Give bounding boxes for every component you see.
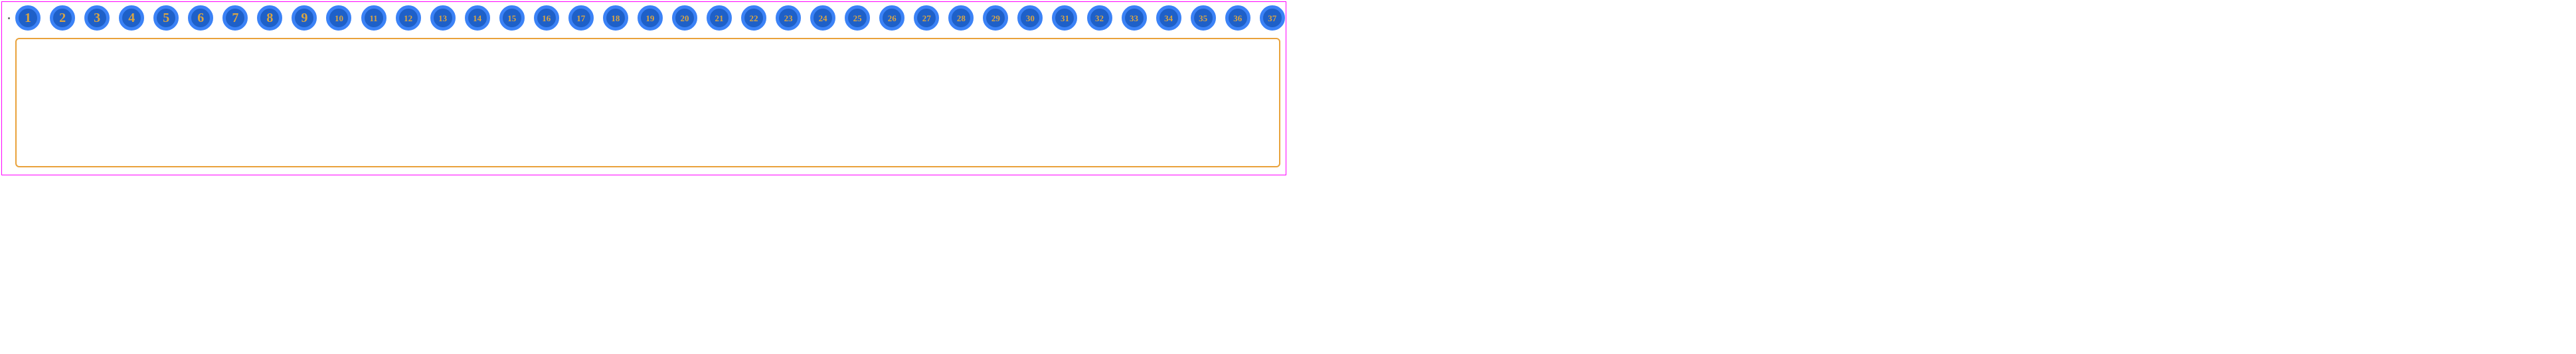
tab-13[interactable]: 13 <box>430 5 456 31</box>
tab-label: 2 <box>59 11 66 25</box>
tab-label: 22 <box>750 14 758 23</box>
tab-26[interactable]: 26 <box>879 5 904 31</box>
tab-label: 11 <box>369 14 377 23</box>
tab-label: 13 <box>438 14 447 23</box>
tab-4[interactable]: 4 <box>119 5 144 31</box>
tab-17[interactable]: 17 <box>568 5 594 31</box>
tab-25[interactable]: 25 <box>845 5 870 31</box>
tab-37[interactable]: 37 <box>1260 5 1285 31</box>
tab-label: 36 <box>1233 14 1242 23</box>
tab-23[interactable]: 23 <box>776 5 801 31</box>
tab-label: 8 <box>266 11 273 25</box>
tab-35[interactable]: 35 <box>1191 5 1216 31</box>
tab-label: 12 <box>404 14 412 23</box>
tab-label: 10 <box>335 14 343 23</box>
tab-27[interactable]: 27 <box>914 5 939 31</box>
tab-label: 26 <box>888 14 897 23</box>
tab-label: 25 <box>853 14 862 23</box>
tab-22[interactable]: 22 <box>741 5 766 31</box>
tab-label: 24 <box>819 14 827 23</box>
tab-label: 34 <box>1164 14 1173 23</box>
tab-2[interactable]: 2 <box>50 5 75 31</box>
tab-label: 17 <box>576 14 585 23</box>
list-bullet-icon <box>8 17 10 19</box>
tab-33[interactable]: 33 <box>1122 5 1147 31</box>
tab-8[interactable]: 8 <box>257 5 282 31</box>
tab-label: 18 <box>611 14 620 23</box>
tab-label: 7 <box>232 11 238 25</box>
tab-20[interactable]: 20 <box>672 5 697 31</box>
tab-label: 27 <box>922 14 931 23</box>
tab-label: 3 <box>94 11 100 25</box>
tab-label: 30 <box>1026 14 1035 23</box>
tab-32[interactable]: 32 <box>1087 5 1112 31</box>
tab-16[interactable]: 16 <box>534 5 559 31</box>
tab-label: 6 <box>197 11 204 25</box>
tab-3[interactable]: 3 <box>84 5 110 31</box>
tab-label: 21 <box>715 14 723 23</box>
tabs-row: 1234567891011121314151617181920212223242… <box>8 5 1283 31</box>
tab-label: 9 <box>301 11 307 25</box>
tab-label: 5 <box>163 11 169 25</box>
outer-container: 1234567891011121314151617181920212223242… <box>1 1 1286 175</box>
tab-21[interactable]: 21 <box>707 5 732 31</box>
tab-11[interactable]: 11 <box>361 5 386 31</box>
tab-label: 19 <box>645 14 654 23</box>
tab-15[interactable]: 15 <box>499 5 525 31</box>
tab-28[interactable]: 28 <box>948 5 974 31</box>
tab-34[interactable]: 34 <box>1156 5 1181 31</box>
tab-9[interactable]: 9 <box>292 5 317 31</box>
tab-label: 16 <box>542 14 551 23</box>
tab-5[interactable]: 5 <box>153 5 179 31</box>
tab-label: 35 <box>1199 14 1207 23</box>
tab-label: 1 <box>25 11 31 25</box>
content-panel <box>15 38 1280 167</box>
tab-31[interactable]: 31 <box>1052 5 1077 31</box>
tab-12[interactable]: 12 <box>396 5 421 31</box>
tab-30[interactable]: 30 <box>1017 5 1043 31</box>
tab-19[interactable]: 19 <box>638 5 663 31</box>
tab-6[interactable]: 6 <box>188 5 213 31</box>
tab-label: 31 <box>1061 14 1069 23</box>
tab-label: 15 <box>507 14 516 23</box>
tab-24[interactable]: 24 <box>810 5 835 31</box>
tab-10[interactable]: 10 <box>326 5 351 31</box>
tab-18[interactable]: 18 <box>603 5 628 31</box>
tab-label: 28 <box>957 14 966 23</box>
tab-label: 32 <box>1095 14 1104 23</box>
tab-label: 37 <box>1268 14 1276 23</box>
tab-label: 4 <box>128 11 135 25</box>
tab-label: 33 <box>1130 14 1138 23</box>
tab-label: 23 <box>784 14 793 23</box>
tab-label: 14 <box>473 14 481 23</box>
tab-29[interactable]: 29 <box>983 5 1008 31</box>
tab-14[interactable]: 14 <box>465 5 490 31</box>
tab-1[interactable]: 1 <box>15 5 41 31</box>
tab-7[interactable]: 7 <box>222 5 248 31</box>
tab-label: 20 <box>680 14 689 23</box>
tab-label: 29 <box>991 14 1000 23</box>
tab-36[interactable]: 36 <box>1225 5 1250 31</box>
